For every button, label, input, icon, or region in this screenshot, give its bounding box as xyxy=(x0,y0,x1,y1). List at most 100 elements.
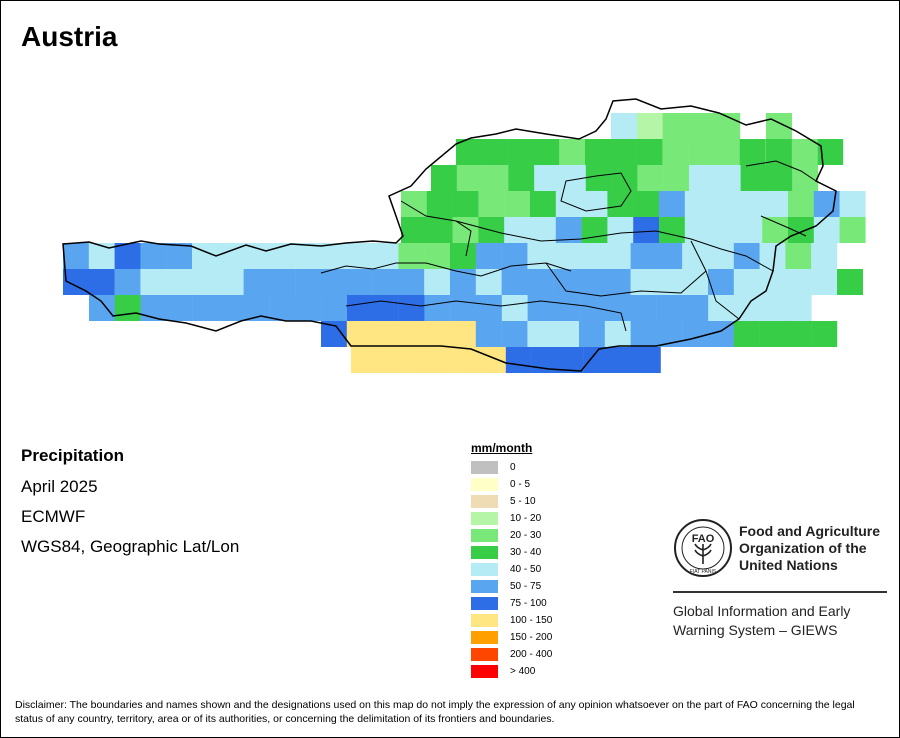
grid-cell xyxy=(456,165,483,191)
grid-cell xyxy=(426,191,453,217)
grid-cell xyxy=(553,295,580,321)
grid-cell xyxy=(813,217,840,243)
grid-cell xyxy=(579,321,605,347)
legend-swatch xyxy=(471,546,498,559)
grid-cell xyxy=(63,243,89,269)
legend-item: 0 xyxy=(471,459,611,476)
grid-cell xyxy=(321,295,348,321)
grid-cell xyxy=(372,321,399,347)
svg-text:FIAT PANIS: FIAT PANIS xyxy=(690,569,717,575)
grid-cell xyxy=(611,165,638,191)
grid-cell xyxy=(424,269,451,295)
grid-cell xyxy=(402,347,429,373)
grid-cell xyxy=(714,165,741,191)
grid-cell xyxy=(401,217,427,243)
grid-cell xyxy=(527,269,554,295)
grid-cell xyxy=(637,165,664,191)
grid-cell xyxy=(759,243,786,269)
legend: mm/month 0 0 - 5 5 - 10 10 - 20 20 - 30 30 - … xyxy=(471,441,611,680)
grid-cell xyxy=(759,321,786,347)
grid-cell xyxy=(581,217,608,243)
grid-cell xyxy=(559,139,586,165)
grid-cell xyxy=(269,295,296,321)
grid-cell xyxy=(607,217,634,243)
grid-cell xyxy=(708,243,734,269)
grid-cell xyxy=(321,269,347,295)
grid-cell xyxy=(708,295,735,321)
grid-cell xyxy=(481,139,508,165)
grid-cell xyxy=(785,243,812,269)
grid-cell xyxy=(398,269,425,295)
grid-cell xyxy=(766,113,792,139)
grid-cell xyxy=(811,243,838,269)
map-title: Austria xyxy=(21,21,118,52)
grid-cell xyxy=(372,295,399,321)
grid-cell xyxy=(762,217,789,243)
grid-cell xyxy=(609,347,635,373)
legend-item: 150 - 200 xyxy=(471,629,611,646)
grid-cell xyxy=(611,113,637,139)
legend-item: 50 - 75 xyxy=(471,578,611,595)
legend-item: 10 - 20 xyxy=(471,510,611,527)
legend-label: 0 xyxy=(510,462,516,473)
grid-cell xyxy=(682,321,709,347)
grid-cell xyxy=(88,269,115,295)
grid-cell xyxy=(634,347,661,373)
grid-cell xyxy=(604,269,631,295)
legend-label: 10 - 20 xyxy=(510,513,542,524)
legend-item: 40 - 50 xyxy=(471,561,611,578)
grid-cell xyxy=(579,269,605,295)
legend-swatch xyxy=(471,665,498,678)
grid-cell xyxy=(426,217,453,243)
legend-swatch xyxy=(471,512,498,525)
precipitation-grid xyxy=(63,113,866,373)
grid-cell xyxy=(662,139,689,165)
grid-cell xyxy=(295,295,322,321)
grid-cell xyxy=(733,321,760,347)
grid-cell xyxy=(166,243,193,269)
legend-item: 0 - 5 xyxy=(471,476,611,493)
grid-cell xyxy=(837,269,863,295)
grid-cell xyxy=(630,243,657,269)
grid-cell xyxy=(759,295,786,321)
grid-cell xyxy=(269,243,296,269)
legend-label: 5 - 10 xyxy=(510,496,536,507)
grid-cell xyxy=(633,191,660,217)
grid-cell xyxy=(710,191,737,217)
grid-cell xyxy=(785,269,812,295)
grid-cell xyxy=(269,269,296,295)
legend-swatch xyxy=(471,648,498,661)
grid-cell xyxy=(424,295,451,321)
legend-swatch xyxy=(471,461,498,474)
grid-cell xyxy=(243,243,270,269)
grid-cell xyxy=(662,113,689,139)
fao-name-line: Organization of the xyxy=(739,540,867,556)
grid-cell xyxy=(736,217,763,243)
grid-cell xyxy=(785,321,812,347)
grid-cell xyxy=(733,269,760,295)
grid-cell xyxy=(579,243,605,269)
legend-label: 40 - 50 xyxy=(510,564,542,575)
grid-cell xyxy=(708,269,734,295)
grid-cell xyxy=(192,269,218,295)
grid-cell xyxy=(114,295,141,321)
grid-cell xyxy=(607,191,634,217)
grid-cell xyxy=(140,269,167,295)
grid-cell xyxy=(788,191,814,217)
grid-cell xyxy=(688,113,715,139)
grid-cell xyxy=(398,321,425,347)
grid-cell xyxy=(401,191,427,217)
grid-cell xyxy=(788,217,814,243)
grid-cell xyxy=(452,191,479,217)
legend-item: 75 - 100 xyxy=(471,595,611,612)
grid-cell xyxy=(501,269,528,295)
grid-cell xyxy=(372,243,399,269)
legend-classes: 0 0 - 5 5 - 10 10 - 20 20 - 30 30 - 40 40 - 50… xyxy=(471,459,611,680)
grid-cell xyxy=(633,217,660,243)
legend-swatch xyxy=(471,529,498,542)
grid-cell xyxy=(475,321,502,347)
legend-swatch xyxy=(471,597,498,610)
grid-cell xyxy=(89,295,115,321)
grid-cell xyxy=(581,191,608,217)
legend-label: 100 - 150 xyxy=(510,615,553,626)
